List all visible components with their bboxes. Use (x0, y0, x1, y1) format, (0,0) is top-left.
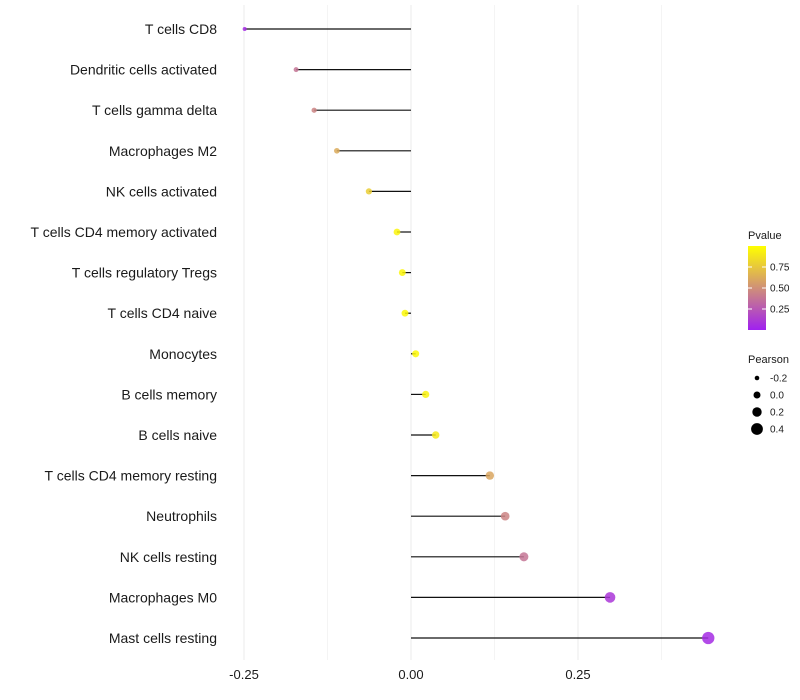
x-tick-label: 0.00 (398, 667, 423, 682)
data-point (519, 552, 529, 562)
category-label: B cells memory (121, 386, 217, 402)
category-label: T cells CD4 naive (108, 305, 218, 321)
size-legend-label: -0.2 (770, 374, 788, 385)
data-point (604, 592, 616, 603)
color-bar (748, 246, 766, 330)
x-tick-label: 0.25 (565, 667, 590, 682)
data-point (311, 107, 317, 113)
size-legend-dot (753, 391, 761, 399)
legend: Pvalue 0.75 0.50 0.25 Pearson -0.2 0.0 0.2 0.… (748, 230, 790, 436)
data-point (702, 631, 715, 645)
x-tick-labels: -0.25 0.00 0.25 (229, 667, 590, 682)
category-label: Mast cells resting (109, 630, 217, 646)
data-point (293, 67, 299, 73)
category-label: Macrophages M0 (109, 589, 217, 605)
grid (243, 5, 662, 660)
category-label: Neutrophils (146, 508, 217, 524)
data-point (365, 188, 373, 195)
size-legend-label: 0.4 (770, 425, 784, 436)
data-point (242, 26, 247, 32)
x-tick-label: -0.25 (229, 667, 259, 682)
category-label: NK cells activated (106, 183, 217, 199)
data-point (393, 228, 401, 236)
size-legend-dot (752, 407, 762, 417)
points (242, 26, 715, 645)
data-point (431, 431, 440, 439)
data-point (422, 390, 430, 399)
category-label: Monocytes (149, 346, 217, 362)
category-label: NK cells resting (120, 549, 217, 565)
category-labels: T cells CD8 Dendritic cells activated T ce… (31, 21, 218, 646)
size-legend-dot (751, 423, 763, 435)
color-tick-label: 0.75 (770, 263, 790, 274)
category-label: T cells gamma delta (92, 102, 217, 118)
category-label: B cells naive (138, 427, 217, 443)
color-legend-title: Pvalue (748, 230, 782, 242)
data-point (412, 350, 420, 358)
category-label: Macrophages M2 (109, 143, 217, 159)
size-legend-title: Pearson (748, 354, 789, 366)
category-label: Dendritic cells activated (70, 62, 217, 78)
stems (244, 28, 709, 639)
data-point (401, 309, 409, 317)
category-label: T cells CD4 memory resting (45, 468, 217, 484)
data-point (334, 147, 340, 154)
data-point (398, 269, 406, 277)
data-point (485, 471, 495, 480)
category-label: T cells CD4 memory activated (31, 224, 217, 240)
data-point (500, 511, 510, 521)
size-legend-dot (754, 375, 760, 381)
category-label: T cells CD8 (145, 21, 217, 37)
size-legend-label: 0.2 (770, 408, 784, 419)
color-tick-label: 0.25 (770, 305, 790, 316)
category-label: T cells regulatory Tregs (72, 265, 217, 281)
color-tick-label: 0.50 (770, 284, 790, 295)
size-legend-label: 0.0 (770, 391, 784, 402)
